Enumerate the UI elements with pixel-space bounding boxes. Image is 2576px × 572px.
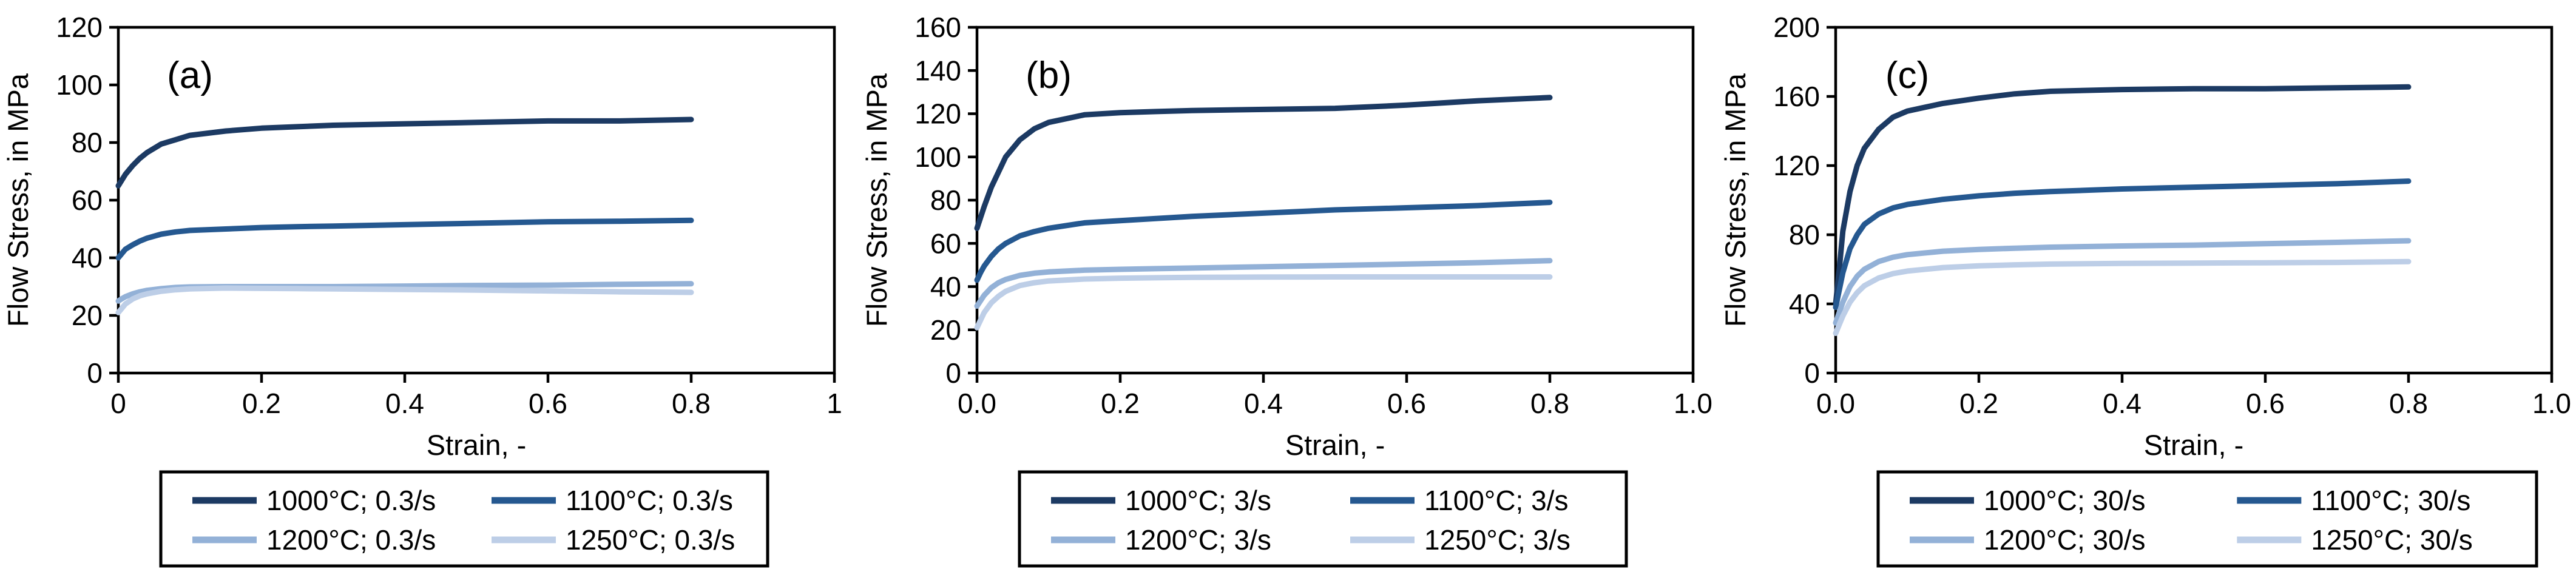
x-tick-label: 0.6 (529, 388, 567, 419)
legend-item-label: 1250°C; 0.3/s (566, 524, 735, 556)
legend-item-label: 1100°C; 3/s (1424, 485, 1568, 516)
legend-item-label: 1200°C; 3/s (1125, 524, 1271, 556)
legend-item-label: 1000°C; 30/s (1984, 485, 2145, 516)
x-axis-title: Strain, - (1285, 429, 1385, 461)
x-tick-label: 0.0 (958, 388, 996, 419)
y-tick-label: 0 (1804, 357, 1820, 389)
x-axis-title: Strain, - (427, 429, 527, 461)
x-tick-label: 0.6 (1387, 388, 1426, 419)
x-tick-label: 0.8 (1530, 388, 1569, 419)
series-line-1250-c-3-s (974, 274, 1553, 331)
x-axis-title: Strain, - (2144, 429, 2244, 461)
legend-item-label: 1200°C; 30/s (1984, 524, 2145, 556)
series-line-1250-c-0-3-s (115, 285, 694, 315)
y-tick-label: 0 (945, 357, 961, 389)
y-tick-label: 60 (72, 184, 103, 216)
y-tick-label: 200 (1773, 12, 1820, 43)
y-tick-label: 80 (1789, 219, 1820, 251)
y-tick-label: 80 (930, 184, 961, 216)
y-tick-label: 40 (930, 271, 961, 303)
x-tick-label: 0.0 (1816, 388, 1855, 419)
legend-box (159, 470, 769, 568)
x-tick-label: 0.4 (385, 388, 424, 419)
legend-item-label: 1000°C; 3/s (1125, 485, 1271, 516)
y-tick-label: 120 (914, 98, 961, 130)
x-tick-label: 1.0 (1674, 388, 1712, 419)
y-tick-label: 40 (1789, 288, 1820, 320)
x-tick-label: 0.2 (1101, 388, 1140, 419)
series-line-1200-c-3-s (974, 258, 1553, 309)
y-tick-label: 60 (930, 227, 961, 259)
panel-letter: (b) (1026, 55, 1072, 96)
chart-c: 0 40 80 120 160 200 0.0 0.2 0.4 0.6 0.8 1.0 Flow Str… (1719, 12, 2571, 568)
y-tick-label: 160 (1773, 81, 1820, 112)
plot-frame (117, 25, 836, 375)
legend-item-label: 1250°C; 30/s (2311, 524, 2472, 556)
x-tick-label: 0.4 (1244, 388, 1283, 419)
x-tick-label: 1.0 (2532, 388, 2571, 419)
legend-box (1018, 470, 1628, 568)
x-tick-label: 1 (827, 388, 842, 419)
legend-item-label: 1000°C; 0.3/s (266, 485, 436, 516)
x-tick-label: 0.4 (2103, 388, 2142, 419)
x-tick-label: 0.2 (242, 388, 281, 419)
series-line-1100-c-30-s (1833, 178, 2412, 311)
plot-frame (975, 25, 1695, 375)
y-tick-label: 80 (72, 127, 103, 158)
y-tick-label: 0 (87, 357, 103, 389)
y-tick-label: 160 (914, 12, 961, 43)
y-tick-label: 120 (1773, 150, 1820, 181)
y-tick-label: 100 (56, 69, 103, 101)
series-line-1200-c-30-s (1833, 238, 2412, 326)
series-line-1000-c-3-s (974, 95, 1553, 231)
chart-a: 0 20 40 60 80 100 120 0 0.2 0.4 0.6 0.8 1 Flow Stress… (2, 12, 842, 568)
chart-panel-a: 0 20 40 60 80 100 120 0 0.2 0.4 0.6 0.8 1 Flow Stress… (0, 0, 859, 572)
x-tick-label: 0.8 (672, 388, 711, 419)
panel-letter: (c) (1885, 55, 1929, 96)
y-tick-label: 20 (930, 314, 961, 346)
chart-panel-b: 0 20 40 60 80 100 120 140 160 0.0 0.2 0.4 0.6 0.8 1.0 F… (859, 0, 1717, 572)
series-line-1250-c-30-s (1833, 258, 2412, 336)
series-line-1100-c-3-s (974, 200, 1553, 283)
x-tick-label: 0 (110, 388, 126, 419)
y-tick-label: 120 (56, 12, 103, 43)
x-tick-label: 0.2 (1959, 388, 1998, 419)
legend-item-label: 1100°C; 0.3/s (566, 485, 733, 516)
chart-b: 0 20 40 60 80 100 120 140 160 0.0 0.2 0.4 0.6 0.8 1.0 F… (860, 12, 1712, 568)
series-line-1000-c-30-s (1833, 84, 2412, 307)
series-line-1000-c-0-3-s (115, 116, 694, 189)
series-line-1100-c-0-3-s (115, 217, 694, 261)
legend-item-label: 1250°C; 3/s (1424, 524, 1570, 556)
y-axis-title: Flow Stress, in MPa (860, 73, 893, 327)
panel-letter: (a) (167, 55, 213, 96)
legend-item-label: 1200°C; 0.3/s (266, 524, 436, 556)
y-tick-label: 40 (72, 242, 103, 274)
x-tick-label: 0.8 (2389, 388, 2428, 419)
legend-box (1876, 470, 2538, 568)
y-tick-label: 100 (914, 141, 961, 173)
legend-item-label: 1100°C; 30/s (2311, 485, 2470, 516)
y-axis-title: Flow Stress, in MPa (2, 73, 34, 327)
x-tick-label: 0.6 (2246, 388, 2285, 419)
y-tick-label: 140 (914, 55, 961, 86)
y-axis-title: Flow Stress, in MPa (1719, 73, 1751, 327)
y-tick-label: 20 (72, 300, 103, 331)
chart-panel-c: 0 40 80 120 160 200 0.0 0.2 0.4 0.6 0.8 1.0 Flow Str… (1717, 0, 2576, 572)
